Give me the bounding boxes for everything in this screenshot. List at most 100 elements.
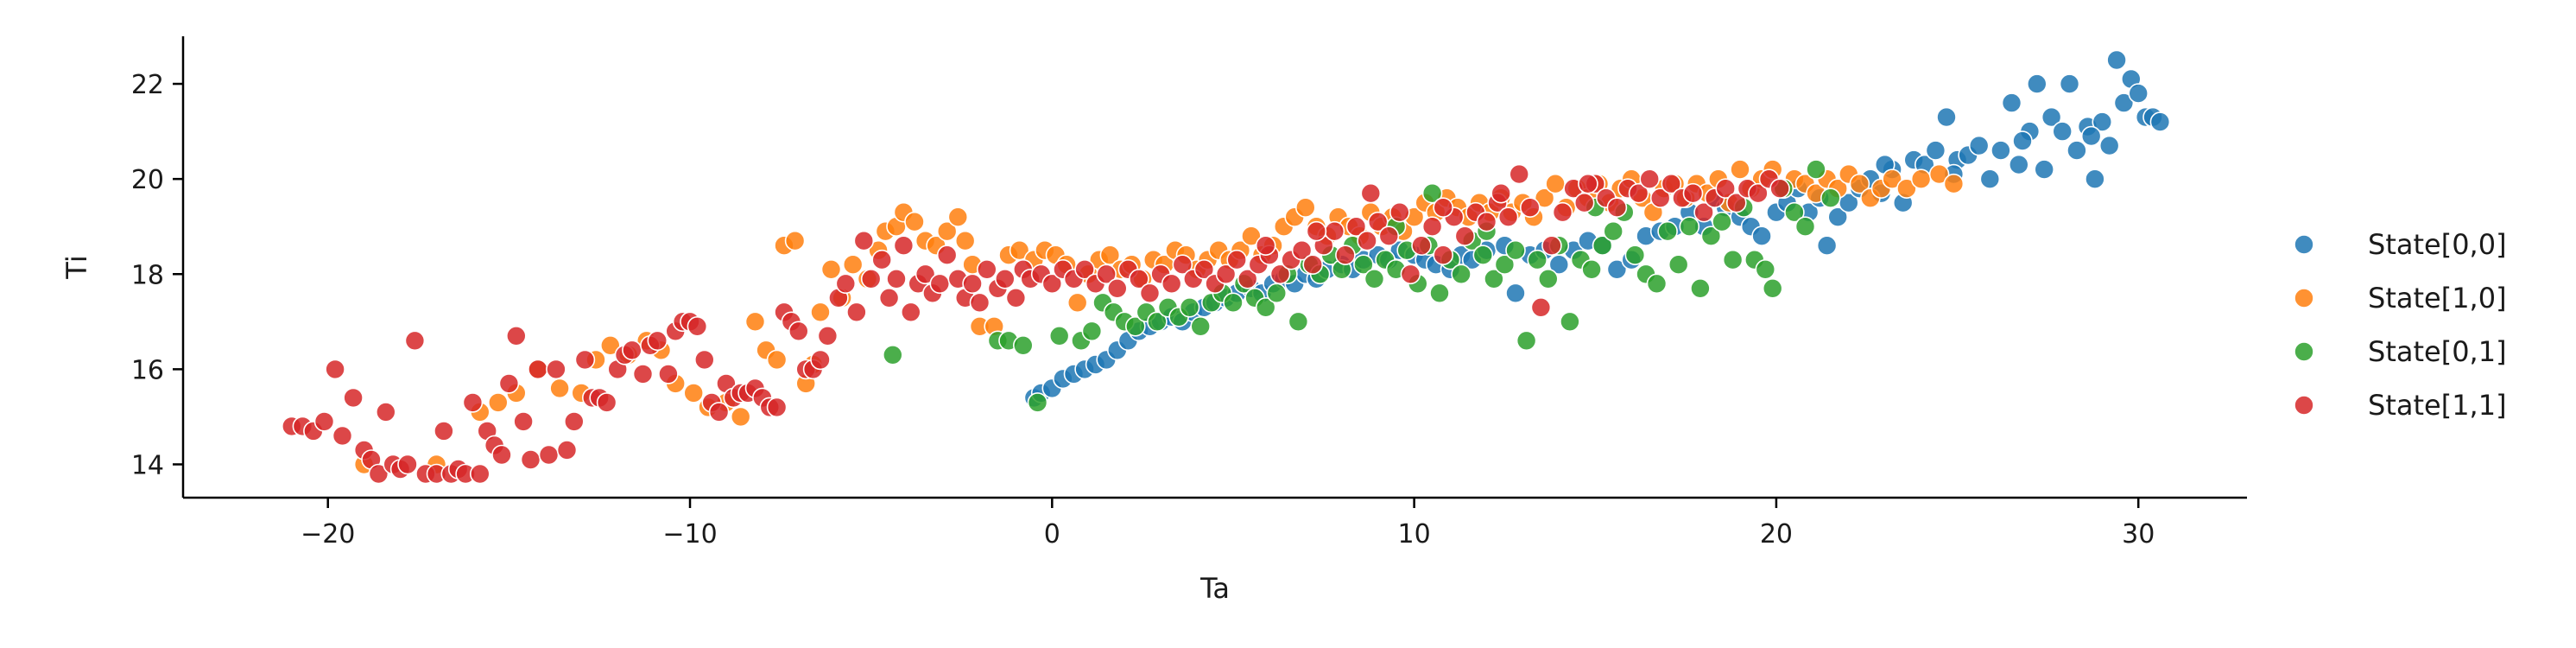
- data-point: [969, 292, 991, 314]
- x-axis-label: Ta: [1199, 572, 1230, 605]
- data-point: [375, 402, 396, 422]
- data-point: [744, 311, 766, 333]
- data-point: [1099, 245, 1121, 266]
- data-point: [954, 230, 976, 251]
- data-point: [528, 359, 548, 380]
- legend: State[0,0] State[1,0] State[0,1] State[1,1]: [2294, 228, 2507, 422]
- data-point: [313, 411, 335, 432]
- data-point: [1147, 311, 1168, 333]
- data-point: [1668, 254, 1689, 276]
- data-point: [708, 402, 730, 422]
- data-point: [1516, 330, 1537, 352]
- data-point: [1581, 258, 1602, 280]
- data-point: [1726, 192, 1747, 213]
- data-point: [1700, 226, 1722, 247]
- data-point: [1603, 220, 1623, 242]
- data-point: [784, 230, 806, 251]
- data-point: [995, 268, 1016, 289]
- legend-entry: State[0,1]: [2294, 335, 2507, 368]
- data-point: [1682, 182, 1704, 204]
- data-point: [556, 440, 578, 461]
- data-point: [1552, 201, 1573, 223]
- data-point: [1161, 273, 1182, 295]
- data-point: [1193, 258, 1215, 280]
- data-point: [1639, 168, 1660, 189]
- data-point: [2041, 106, 2062, 128]
- data-point: [1179, 296, 1200, 318]
- data-point: [1806, 159, 1826, 180]
- data-point: [1979, 168, 2001, 189]
- data-point: [1928, 163, 1950, 185]
- legend-label: State[0,1]: [2368, 335, 2507, 368]
- data-point: [1302, 254, 1323, 276]
- data-point: [1628, 182, 1649, 204]
- data-point: [1491, 182, 1511, 204]
- data-point: [1306, 220, 1327, 242]
- data-point: [1255, 296, 1276, 318]
- data-point: [397, 454, 418, 475]
- legend-entry: State[0,0]: [2294, 228, 2507, 261]
- data-point: [1679, 216, 1700, 238]
- data-point: [1943, 173, 1965, 194]
- data-point: [658, 364, 679, 384]
- data-point: [1353, 254, 1374, 276]
- data-point: [1693, 201, 1714, 223]
- data-point: [766, 397, 788, 418]
- data-point: [434, 421, 454, 442]
- data-point: [860, 268, 882, 289]
- data-point: [1882, 168, 1902, 189]
- data-point: [1592, 235, 1613, 257]
- data-point: [1291, 239, 1313, 261]
- data-point: [546, 359, 566, 380]
- data-point: [1545, 173, 1566, 194]
- data-point: [962, 273, 983, 295]
- data-point: [1896, 178, 1917, 199]
- data-point: [929, 273, 951, 295]
- data-point: [2098, 135, 2120, 156]
- data-point: [1288, 311, 1309, 333]
- data-point: [1936, 106, 1957, 128]
- data-point: [505, 325, 527, 346]
- data-point: [368, 463, 389, 485]
- data-point: [549, 378, 570, 399]
- data-point: [1345, 216, 1367, 238]
- data-point: [325, 359, 345, 380]
- data-point: [1910, 168, 1932, 189]
- data-point: [1527, 249, 1547, 270]
- data-point: [632, 364, 654, 384]
- legend-entry: State[1,0]: [2294, 282, 2507, 314]
- data-point: [683, 383, 705, 403]
- data-point: [1769, 178, 1790, 199]
- data-point: [1269, 264, 1291, 285]
- data-point: [1849, 173, 1870, 194]
- data-point: [1827, 206, 1848, 227]
- data-point: [1509, 163, 1529, 185]
- data-point: [2092, 111, 2113, 132]
- data-point: [2034, 159, 2054, 180]
- data-point: [1649, 187, 1671, 208]
- points-layer: [281, 49, 2171, 485]
- data-point: [1172, 254, 1193, 276]
- data-point: [936, 220, 958, 242]
- data-point: [2027, 73, 2048, 94]
- data-point: [647, 330, 668, 352]
- data-point: [901, 302, 921, 323]
- data-point: [1433, 197, 1453, 218]
- data-point: [1715, 178, 1736, 199]
- data-point: [893, 235, 915, 257]
- data-point: [1411, 235, 1432, 257]
- data-point: [1357, 230, 1377, 251]
- series-0: [1023, 49, 2171, 409]
- data-point: [1400, 264, 1421, 285]
- data-point: [491, 444, 512, 466]
- data-point: [1451, 264, 1472, 285]
- data-point: [1520, 197, 1541, 218]
- x-tick-label: −20: [301, 519, 355, 550]
- data-point: [1107, 277, 1128, 299]
- data-point: [1968, 135, 1990, 156]
- data-point: [947, 206, 969, 227]
- data-point: [730, 406, 751, 428]
- data-point: [462, 392, 484, 413]
- y-tick-label: 22: [131, 70, 164, 100]
